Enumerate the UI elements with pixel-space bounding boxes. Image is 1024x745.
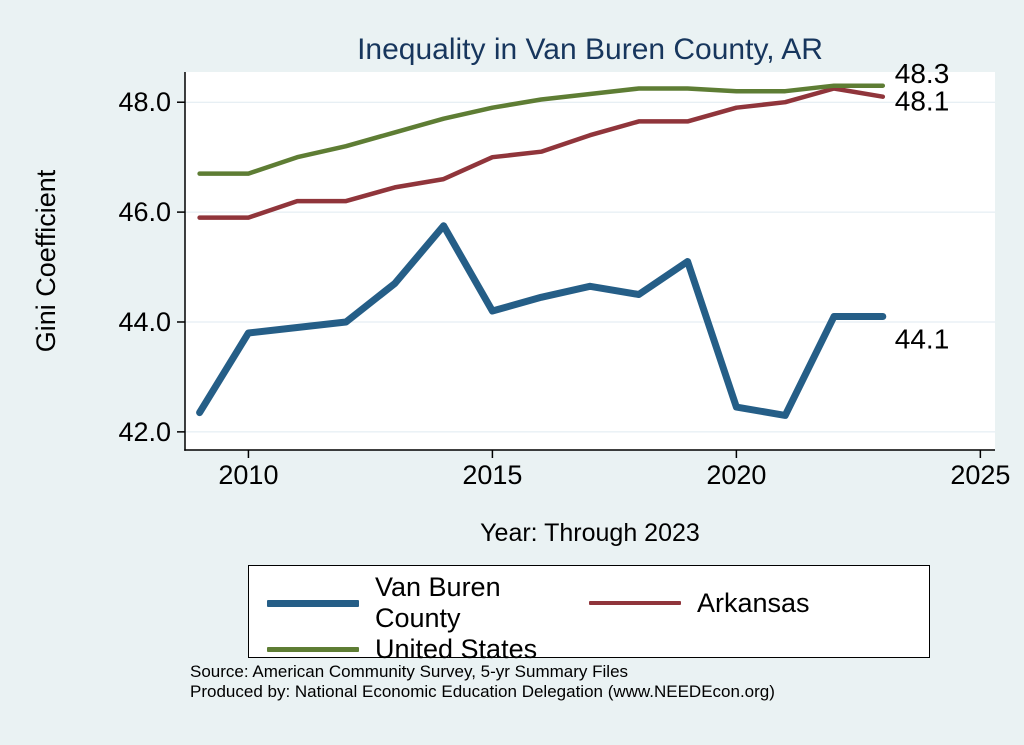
x-tick-label-2020: 2020	[706, 460, 766, 490]
page-title: Inequality in Van Buren County, AR	[357, 33, 823, 66]
end-value-labels: 48.348.1 44.1	[895, 58, 950, 354]
series-line-united-states	[197, 83, 886, 176]
legend-box: Van Buren County Arkansas United States	[248, 565, 930, 664]
legend-label-arkansas: Arkansas	[697, 587, 810, 618]
x-axis-label: Year: Through 2023	[480, 519, 700, 547]
plot-area	[185, 72, 995, 450]
legend-item-van-buren-county: Van Buren County	[267, 572, 589, 634]
value-label-44.1: 44.1	[895, 324, 950, 355]
legend-swatch-arkansas	[589, 600, 681, 606]
value-label-48.3: 48.3	[895, 58, 950, 89]
legend-label-united-states: United States	[375, 634, 538, 664]
series-lines	[196, 83, 887, 419]
legend-item-arkansas: Arkansas	[589, 588, 911, 619]
x-tick-label-2015: 2015	[462, 460, 522, 490]
y-tick-label-48.0: 48.0	[118, 87, 171, 117]
legend-label-van-buren-county: Van Buren County	[375, 572, 501, 633]
legend-grid: Van Buren County Arkansas United States	[267, 572, 911, 664]
legend-swatch-united-states	[267, 647, 359, 652]
source-note: Source: American Community Survey, 5-yr …	[190, 662, 775, 702]
series-line-arkansas	[197, 86, 886, 220]
legend-swatch-van-buren-county	[267, 599, 359, 607]
gridlines	[185, 101, 995, 433]
y-tick-label-42.0: 42.0	[118, 417, 171, 447]
source-line-1: Source: American Community Survey, 5-yr …	[190, 662, 629, 681]
x-tick-label-2010: 2010	[218, 460, 278, 490]
source-line-2: Produced by: National Economic Education…	[190, 682, 775, 701]
series-line-van-buren-county	[196, 222, 887, 419]
value-label-48.1: 48.1	[895, 86, 950, 117]
y-tick-label-44.0: 44.0	[118, 307, 171, 337]
tick-marks	[177, 101, 982, 458]
x-tick-label-2025: 2025	[950, 460, 1010, 490]
tick-labels: 42.0 44.0 46.0 48.0 2010 2015 2020 2025	[118, 87, 1010, 490]
y-tick-label-46.0: 46.0	[118, 197, 171, 227]
legend-item-united-states: United States	[267, 634, 589, 665]
